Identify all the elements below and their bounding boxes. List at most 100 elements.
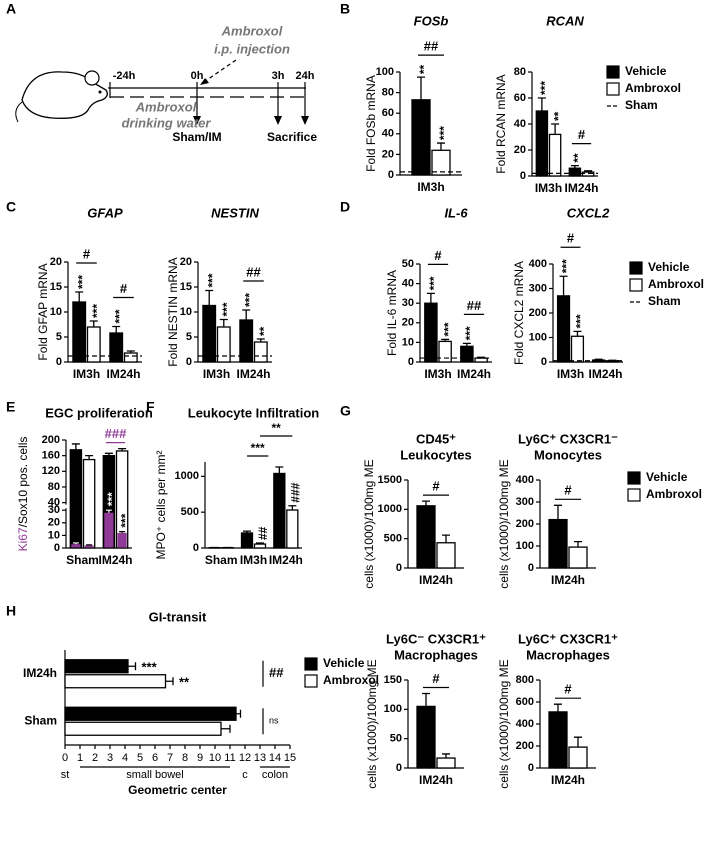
x-tick-label: 0: [62, 752, 68, 764]
y-tick-label: Sham: [24, 713, 57, 727]
y-tick-label: 100: [384, 703, 402, 715]
bar: [436, 757, 456, 769]
chart-title: Macrophages: [394, 647, 478, 662]
y-tick-label: 1000: [378, 503, 402, 515]
y-axis-label-part: Fold GFAP mRNA: [36, 263, 50, 360]
y-tick-label: 60: [382, 107, 394, 119]
event-label: Sham/IM: [172, 130, 221, 144]
significance: ***: [75, 275, 89, 289]
x-tick-label: 15: [284, 752, 296, 764]
panel-label: D: [340, 199, 350, 215]
x-tick-label: IM3h: [203, 367, 230, 381]
y-tick-label: 30: [402, 297, 414, 309]
bar: [123, 352, 138, 363]
y-tick-label: 1000: [175, 470, 199, 482]
error-bar: [437, 142, 445, 151]
panel-label: F: [146, 399, 155, 415]
y-tick-label: 80: [514, 66, 526, 78]
significance: ***: [538, 81, 552, 95]
bar: [436, 542, 456, 569]
inner-bar: [71, 544, 81, 548]
chart-title: GFAP: [87, 205, 123, 220]
region-label: st: [61, 769, 70, 781]
y-tick-label: 50: [402, 258, 414, 270]
bracket-label: #: [432, 479, 440, 494]
bracket-label: #: [432, 671, 440, 686]
y-tick-label: 20: [48, 517, 60, 529]
mouse-icon: [21, 71, 108, 119]
error-bar: [165, 677, 174, 686]
chart-title: Monocytes: [534, 447, 602, 462]
x-tick-label: 14: [269, 752, 281, 764]
y-tick-label: 100: [529, 331, 547, 343]
error-bar: [422, 692, 430, 707]
bracket-label: ##: [269, 665, 284, 680]
region-label: colon: [262, 769, 288, 781]
error-bar: [559, 275, 568, 296]
chart-title: EGC proliferation: [45, 405, 153, 420]
error-bar: [86, 544, 93, 546]
error-bar: [537, 97, 546, 111]
y-axis-label: Fold RCAN mRNA: [494, 74, 508, 173]
y-axis-label-part: cells (x1000)/100mg ME: [497, 459, 511, 588]
error-bar: [205, 289, 214, 306]
legend-label: Sham: [648, 294, 681, 308]
chart-title: CD45⁺: [416, 431, 456, 446]
y-tick-label: 10: [50, 306, 62, 318]
y-tick-label: 300: [529, 282, 547, 294]
arrow-head: [193, 116, 201, 125]
bar: [568, 746, 588, 769]
y-tick-label: 10: [48, 529, 60, 541]
arrow-head: [301, 116, 309, 125]
y-tick-label: IM24h: [23, 666, 57, 680]
significance: **: [257, 326, 271, 336]
chart-title: Leukocytes: [400, 447, 472, 462]
legend-swatch: [606, 82, 620, 96]
y-tick-label: 80: [382, 87, 394, 99]
bar: [82, 458, 96, 549]
bar: [548, 518, 568, 569]
legend-label: Ambroxol: [625, 81, 681, 95]
y-axis-label: Ki67/Sox10 pos. cells: [16, 437, 30, 552]
y-axis-label-part: Ki67: [16, 527, 30, 551]
error-bar: [89, 320, 98, 327]
x-tick-label: IM24h: [269, 553, 303, 567]
x-tick-label: 6: [152, 752, 158, 764]
bar: [273, 472, 286, 549]
chart-title: Ly6C⁺ CX3CR1⁻: [518, 431, 618, 446]
error-bar: [72, 542, 79, 545]
y-tick-label: 500: [181, 506, 199, 518]
significance: **: [179, 675, 190, 690]
x-tick-label: 9: [197, 752, 203, 764]
legend-label: Vehicle: [646, 470, 688, 484]
y-tick-label: 20: [402, 317, 414, 329]
error-bar: [105, 509, 112, 513]
panel-label: C: [6, 199, 16, 215]
error-bar: [441, 338, 450, 342]
y-tick-label: 40: [48, 497, 60, 509]
legend-swatch: [304, 674, 318, 688]
x-tick-label: IM24h: [98, 553, 132, 567]
x-tick-label: IM3h: [417, 180, 444, 194]
y-axis-label: cells (x1000)/100mg ME: [497, 659, 511, 788]
y-tick-label: 80: [48, 481, 60, 493]
significance: ***: [118, 513, 132, 527]
error-bar: [119, 531, 126, 533]
x-tick-label: 3: [107, 752, 113, 764]
legend-label: Ambroxol: [646, 487, 702, 501]
y-tick-label: 0: [56, 356, 62, 368]
bracket-label: #: [83, 246, 91, 261]
error-bar: [242, 309, 251, 320]
bar: [202, 304, 217, 363]
y-tick-label: 40: [514, 118, 526, 130]
chart-title: IL-6: [444, 205, 468, 220]
significance: **: [551, 111, 565, 121]
region-label: c: [242, 769, 248, 781]
x-tick-label: IM24h: [457, 367, 491, 381]
error-bar: [112, 325, 121, 333]
y-tick-label: 20: [180, 256, 192, 268]
y-axis-label: Fold CXCL2 mRNA: [512, 261, 526, 365]
bar: [460, 345, 474, 363]
significance: ***: [441, 322, 455, 336]
